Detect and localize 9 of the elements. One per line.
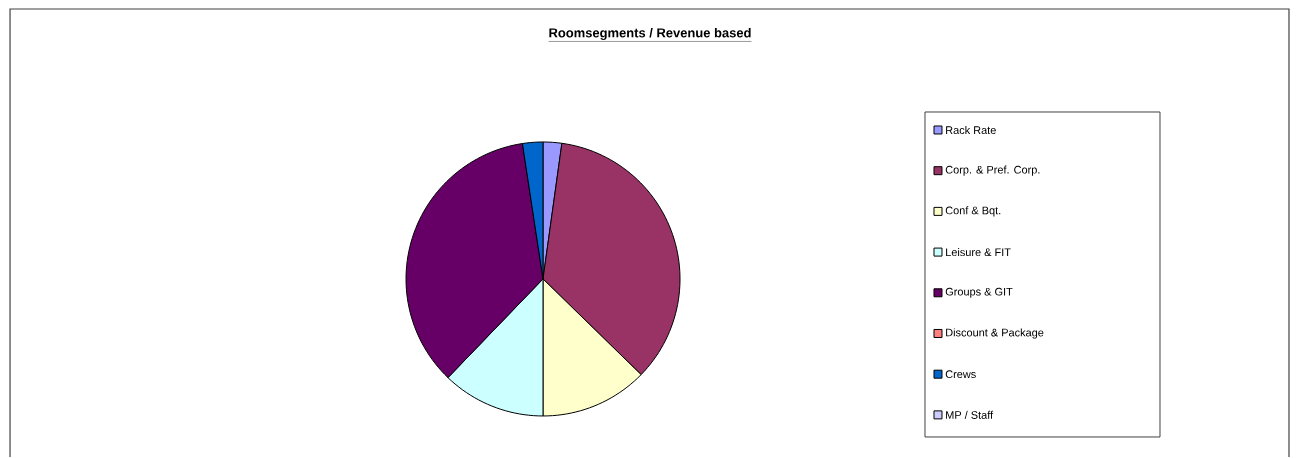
- legend-label: Conf & Bqt.: [945, 206, 1001, 217]
- legend-label: MP / Staff: [946, 411, 994, 420]
- legend-label: Rack Rate: [946, 126, 996, 135]
- legend-label: Discount & Package: [946, 328, 1044, 339]
- legend-label: Crews: [945, 370, 976, 379]
- chart-title: Roomsegments / Revenue based: [549, 28, 751, 41]
- legend-label: Groups & GIT: [945, 288, 1013, 298]
- legend-label: Corp. & Pref. Corp.: [945, 165, 1040, 176]
- legend-label: Leisure & FIT: [946, 248, 1011, 257]
